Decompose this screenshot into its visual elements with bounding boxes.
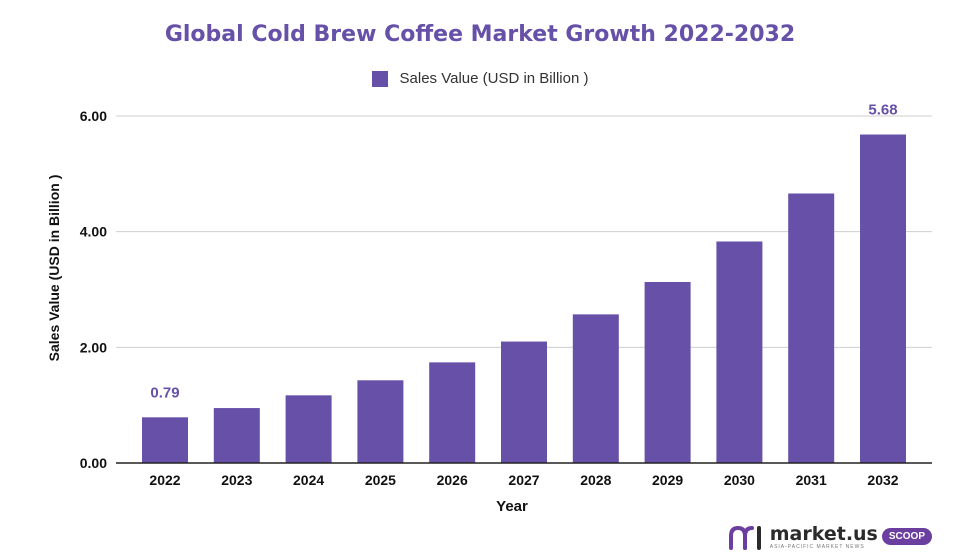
bar [213, 408, 260, 463]
legend-label: Sales Value (USD in Billion ) [399, 70, 589, 87]
x-tick-label: 2027 [508, 472, 539, 488]
bar [285, 395, 332, 463]
y-tick-label: 6.00 [80, 108, 107, 124]
chart-title: Global Cold Brew Coffee Market Growth 20… [164, 22, 796, 47]
y-tick-label: 2.00 [80, 339, 107, 355]
bar [429, 362, 476, 463]
bar [860, 134, 906, 464]
x-axis-label: Year [496, 498, 528, 515]
x-tick-label: 2028 [580, 472, 611, 488]
y-tick-label: 4.00 [80, 224, 107, 240]
x-tick-labels: 2022 2023 2024 2025 2026 2027 2028 2029 2030 2031… [149, 472, 898, 488]
logo-wordmark: market.us [769, 523, 878, 545]
bar [644, 281, 691, 463]
bar [357, 380, 404, 463]
y-tick-labels: 0.00 2.00 4.00 6.00 [80, 108, 107, 471]
x-tick-label: 2023 [221, 472, 252, 488]
chart-legend: Sales Value (USD in Billion ) [0, 70, 960, 87]
brand-logo: market.us ASIA-PACIFIC MARKET NEWS SCOOP [728, 524, 932, 550]
bar [572, 314, 619, 463]
x-tick-label: 2025 [365, 472, 396, 488]
data-label: 0.79 [150, 384, 179, 401]
bar [788, 193, 835, 463]
x-tick-label: 2030 [724, 472, 755, 488]
x-tick-label: 2029 [652, 472, 683, 488]
market-us-logo-icon [728, 525, 761, 550]
x-tick-label: 2032 [867, 472, 898, 488]
bar [142, 417, 188, 463]
data-labels: 0.79 5.68 [150, 102, 897, 402]
x-tick-label: 2022 [149, 472, 180, 488]
x-tick-label: 2024 [293, 472, 324, 488]
bar [501, 341, 547, 463]
data-label: 5.68 [868, 102, 897, 119]
bars [142, 134, 906, 464]
bar [716, 241, 763, 463]
logo-badge: SCOOP [881, 527, 932, 545]
x-tick-label: 2026 [437, 472, 468, 488]
logo-tagline: ASIA-PACIFIC MARKET NEWS [769, 544, 865, 550]
legend-swatch [371, 70, 388, 87]
y-tick-label: 0.00 [80, 455, 107, 471]
x-tick-label: 2031 [796, 472, 827, 488]
